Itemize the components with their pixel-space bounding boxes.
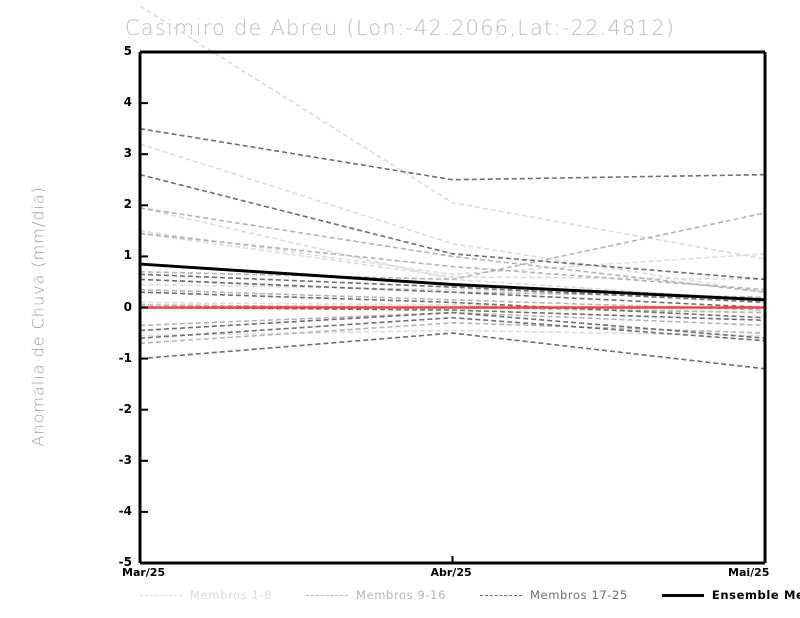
y-tick-label: 2	[123, 197, 132, 212]
y-tick-label: 4	[123, 95, 132, 110]
legend-label: Membros 1-8	[190, 588, 273, 602]
y-tick-label: 1	[123, 248, 132, 263]
ticks-layer	[139, 51, 766, 564]
series-line	[139, 5, 766, 260]
legend-entry[interactable]: Membros 1-8	[140, 588, 272, 602]
series-line	[139, 212, 766, 281]
legend-label: Ensemble Mean	[711, 588, 800, 602]
legend-label: Membros 17-25	[530, 588, 628, 602]
series-line	[139, 316, 766, 342]
series-line	[139, 332, 766, 370]
series-line	[139, 304, 766, 314]
legend-swatch-line-icon	[480, 594, 523, 596]
legend-entry[interactable]: Membros 17-25	[480, 588, 628, 602]
series-line	[139, 127, 766, 181]
y-tick-label: -3	[118, 452, 132, 467]
chart-title: Casimiro de Abreu (Lon:-42.2066,Lat:-22.…	[124, 16, 676, 40]
y-tick-label: -4	[118, 503, 132, 518]
legend-label: Membros 9-16	[356, 588, 447, 602]
series-layer	[139, 5, 766, 370]
series-line	[139, 278, 766, 309]
series-line	[139, 173, 766, 281]
x-tick-label: Mai/25	[728, 566, 770, 579]
legend-entry[interactable]: Ensemble Mean	[661, 588, 800, 602]
series-line	[139, 262, 766, 302]
y-tick-label: 0	[123, 299, 132, 314]
y-tick-label: -2	[118, 401, 132, 416]
x-tick-label: Mar/25	[122, 566, 166, 579]
series-line	[139, 207, 766, 293]
series-line	[139, 232, 766, 281]
legend-entry[interactable]: Membros 9-16	[306, 588, 446, 602]
y-tick-label: 3	[123, 146, 132, 161]
chart-legend: Membros 1-8 Membros 9-16 Membros 17-25 Ense…	[140, 585, 800, 605]
y-tick-label: 5	[123, 44, 132, 58]
y-tick-label: -5	[118, 555, 132, 569]
series-line	[139, 230, 766, 276]
x-tick-label: Abr/25	[430, 566, 472, 579]
series-line	[139, 311, 766, 339]
series-line	[139, 273, 766, 304]
series-line	[139, 301, 766, 314]
legend-swatch-line-icon	[306, 594, 349, 596]
legend-swatch-line-icon	[140, 594, 182, 596]
series-line	[139, 232, 766, 291]
y-tick-label: -1	[118, 350, 132, 365]
series-line	[139, 329, 766, 337]
series-line	[139, 143, 766, 293]
legend-swatch-line-icon	[661, 593, 704, 597]
series-line	[139, 291, 766, 319]
